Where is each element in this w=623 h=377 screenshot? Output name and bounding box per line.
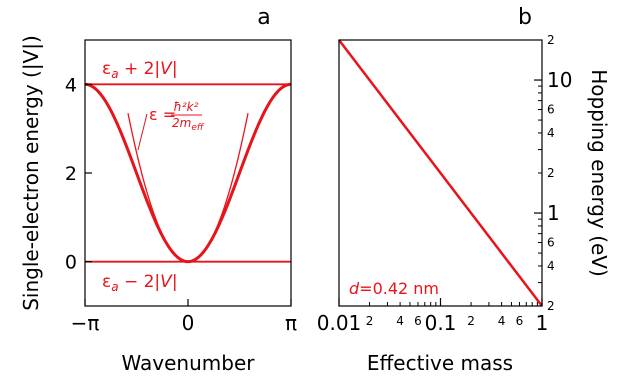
formula-pointer: [137, 113, 148, 151]
b-ytick-minor-label: 4: [547, 259, 555, 273]
panel-b-ylabel: Hopping energy (eV): [587, 69, 611, 277]
a-xtick-label: π: [285, 311, 297, 335]
a-ytick-label: 4: [65, 74, 77, 96]
b-ytick-minor-label: 2: [547, 166, 555, 180]
parabola-curve: [127, 113, 249, 263]
panel-b-xlabel: Effective mass: [367, 351, 513, 375]
lower-band-label: εa − 2|V|: [102, 272, 178, 294]
svg-text:2meff: 2meff: [172, 116, 205, 133]
b-ytick-label: 1: [547, 201, 560, 225]
effective-mass-formula: ε = ħ²k² 2meff: [149, 100, 205, 133]
b-xtick-minor-label: 2: [366, 314, 374, 328]
b-xtick-label: 0.01: [317, 311, 362, 335]
b-ytick-label: 10: [547, 68, 572, 92]
b-xtick-minor-label: 4: [498, 314, 506, 328]
panel-a-ylabel: Single-electron energy (|V|): [19, 35, 43, 311]
panel-a-label: a: [257, 5, 270, 30]
b-ytick-minor-label: 6: [547, 103, 555, 117]
svg-text:ħ²k²: ħ²k²: [174, 100, 199, 114]
b-xtick-label: 0.1: [425, 311, 457, 335]
a-ytick-label: 2: [65, 163, 77, 185]
distance-annotation: d=0.42 nm: [349, 279, 439, 298]
b-xtick-minor-label: 6: [516, 314, 524, 328]
panel-b-label: b: [518, 5, 532, 30]
b-ytick-minor-label: 2: [547, 33, 555, 47]
panel-a-xlabel: Wavenumber: [122, 351, 256, 375]
b-xtick-label: 1: [536, 311, 549, 335]
b-xtick-minor-label: 4: [396, 314, 404, 328]
b-xtick-minor-label: 6: [414, 314, 422, 328]
b-ytick-minor-label: 6: [547, 236, 555, 250]
b-xtick-minor-label: 2: [467, 314, 475, 328]
band-curve: [84, 82, 292, 264]
upper-band-label: εa + 2|V|: [102, 59, 178, 81]
hopping-energy-line: [338, 39, 543, 307]
a-xtick-label: −π: [71, 311, 100, 335]
b-ytick-minor-label: 2: [547, 299, 555, 313]
b-ytick-minor-label: 4: [547, 126, 555, 140]
panel-a: a 0 2 4 −π 0 π εa + 2|V| εa − 2|V| ε = ħ²k² …: [19, 5, 297, 375]
a-xtick-label: 0: [182, 311, 195, 335]
a-ytick-label: 0: [65, 252, 77, 274]
svg-text:ε =: ε =: [149, 105, 176, 124]
